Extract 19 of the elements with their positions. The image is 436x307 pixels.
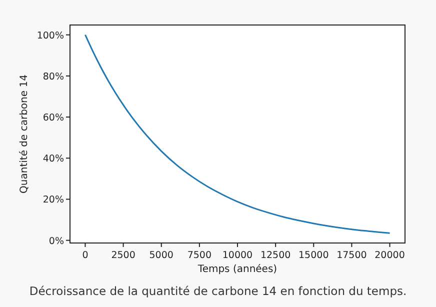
y-tick-label: 40% — [42, 154, 64, 165]
text: Décroissance de la quantité de carbone 14 en fonction du temps. — [29, 284, 407, 298]
x-tick-label: 17500 — [336, 250, 367, 261]
x-tick-label: 0 — [82, 250, 88, 261]
x-tick-label: 12500 — [260, 250, 291, 261]
x-tick-label: 7500 — [187, 250, 212, 261]
line-series — [84, 34, 391, 234]
x-tick-label: 5000 — [149, 250, 174, 261]
x-tick-label: 2500 — [111, 250, 136, 261]
x-tick-label: 20000 — [374, 250, 405, 261]
x-axis-title: Temps (années) — [196, 264, 278, 275]
y-tick-label: 60% — [42, 112, 64, 124]
x-tick-label: 15000 — [298, 250, 329, 261]
y-axis-title: Quantité de carbone 14 — [19, 74, 30, 194]
x-tick-label: 10000 — [222, 250, 253, 261]
y-tick-label: 20% — [42, 194, 64, 206]
y-tick-label: 100% — [36, 30, 64, 42]
y-tick-label: 0% — [48, 236, 64, 247]
y-tick-label: 80% — [42, 71, 64, 82]
